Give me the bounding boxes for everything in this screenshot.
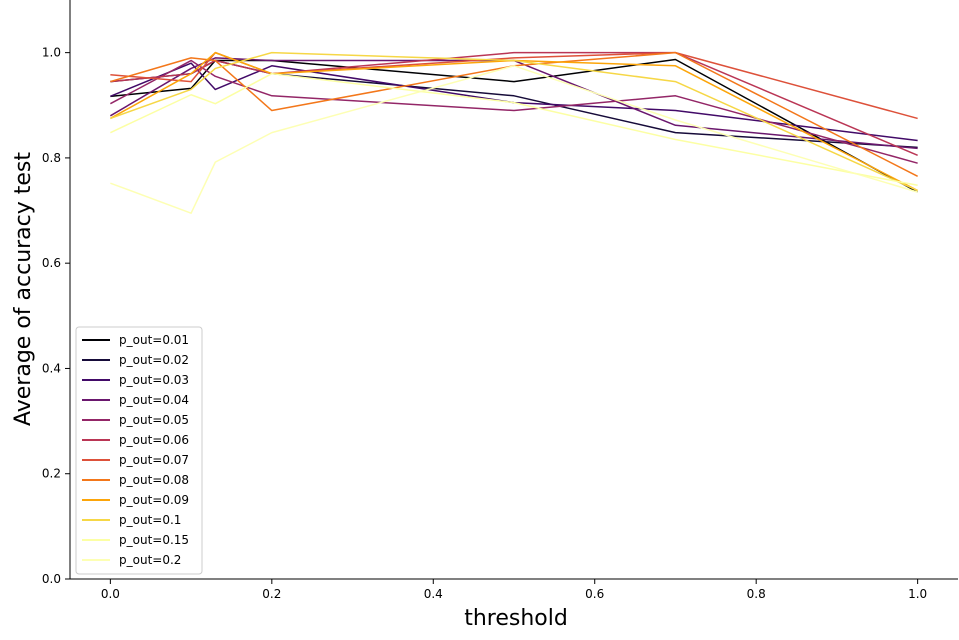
- legend-label: p_out=0.09: [119, 493, 189, 507]
- y-tick-label: 0.0: [42, 572, 61, 586]
- legend-label: p_out=0.01: [119, 333, 189, 347]
- y-tick-label: 0.6: [42, 256, 61, 270]
- legend-label: p_out=0.07: [119, 453, 189, 467]
- legend: p_out=0.01 p_out=0.02 p_out=0.03 p_out=0.04…: [75, 326, 203, 575]
- legend-label: p_out=0.06: [119, 433, 189, 447]
- legend-label: p_out=0.04: [119, 393, 189, 407]
- legend-label: p_out=0.03: [119, 373, 189, 387]
- y-axis-label: Average of accuracy test: [11, 152, 36, 426]
- series-line-11: [110, 72, 918, 187]
- y-tick-label: 0.8: [42, 151, 61, 165]
- legend-label: p_out=0.2: [119, 553, 181, 567]
- x-tick-label: 0.2: [262, 587, 281, 601]
- series-line-5: [110, 59, 918, 164]
- legend-label: p_out=0.1: [119, 513, 181, 527]
- x-tick-label: 0.4: [424, 587, 443, 601]
- series-line-3: [110, 62, 918, 142]
- series-line-10: [110, 51, 918, 192]
- x-tick-label: 1.0: [908, 587, 927, 601]
- y-tick-label: 1.0: [42, 46, 61, 60]
- x-tick-label: 0.8: [747, 587, 766, 601]
- series-line-4: [109, 57, 918, 150]
- axes: 0.0 0.2 0.4 0.6 0.8 1.0 0.0 0.2 0.4 0.6 0.8 1.0: [42, 0, 958, 601]
- y-tick-label: 0.4: [42, 361, 61, 375]
- legend-label: p_out=0.15: [119, 533, 189, 547]
- legend-label: p_out=0.05: [119, 413, 189, 427]
- legend-label: p_out=0.08: [119, 473, 189, 487]
- series-line-8: [110, 51, 918, 177]
- legend-box: [75, 326, 203, 575]
- x-tick-label: 0.6: [585, 587, 604, 601]
- x-tick-label: 0.0: [101, 587, 120, 601]
- plot-lines: [109, 51, 919, 214]
- y-tick-label: 0.2: [42, 467, 61, 481]
- x-axis-label: threshold: [464, 606, 568, 631]
- series-line-12: [110, 65, 918, 214]
- legend-label: p_out=0.02: [119, 353, 189, 367]
